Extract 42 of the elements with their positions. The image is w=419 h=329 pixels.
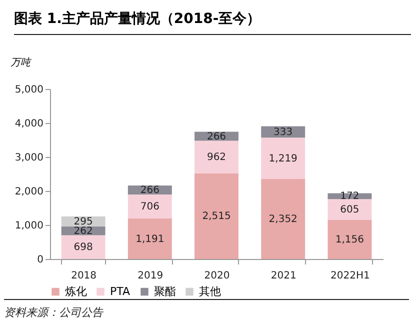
data-label: 1,191: [136, 234, 164, 245]
bar: [194, 140, 238, 174]
bar: [128, 218, 172, 259]
data-label: 262: [74, 226, 93, 237]
y-tick-label: 4,000: [14, 118, 44, 130]
y-axis-title: 万吨: [10, 56, 32, 68]
chart-title: 图表 1.主产品产量情况（2018-至今）: [14, 10, 411, 35]
x-tick-label: 2019: [138, 270, 164, 282]
x-tick-label: 2018: [71, 270, 97, 282]
data-label: 2,352: [268, 214, 298, 226]
data-label: 1,156: [335, 234, 364, 246]
y-tick-label: 1,000: [14, 220, 44, 232]
y-tick-label: 2,000: [14, 186, 44, 198]
data-label: 2,515: [202, 211, 231, 222]
legend-label: 其他: [199, 284, 221, 298]
text: 资料来源：公司公告: [4, 299, 409, 320]
x-tick-label: 2020: [204, 270, 230, 282]
data-label: 295: [74, 216, 93, 228]
data-label: 605: [340, 204, 360, 216]
bar: [261, 179, 306, 259]
bar: [61, 235, 106, 259]
data-label: 266: [206, 131, 226, 142]
bar: [261, 138, 306, 180]
data-label: 706: [140, 202, 160, 213]
legend-label: 炼化: [65, 284, 87, 298]
legend-label: 聚酯: [154, 284, 176, 298]
bar: [194, 173, 238, 259]
data-label: 172: [340, 191, 360, 202]
legend-label: PTA: [110, 284, 130, 298]
data-label: 1,219: [268, 153, 298, 164]
data-label: 698: [74, 242, 93, 254]
data-label: 962: [206, 152, 226, 164]
data-label: 266: [140, 184, 160, 196]
bar: [328, 220, 372, 259]
y-tick-label: 5,000: [14, 84, 44, 96]
x-tick-label: 2021: [270, 270, 296, 282]
bar: [328, 199, 372, 220]
x-tick-label: 2022H1: [330, 270, 370, 282]
bar: [128, 194, 172, 219]
y-tick-label: 3,000: [14, 152, 44, 164]
y-tick-label: 0: [37, 254, 44, 266]
data-label: 333: [274, 126, 293, 138]
